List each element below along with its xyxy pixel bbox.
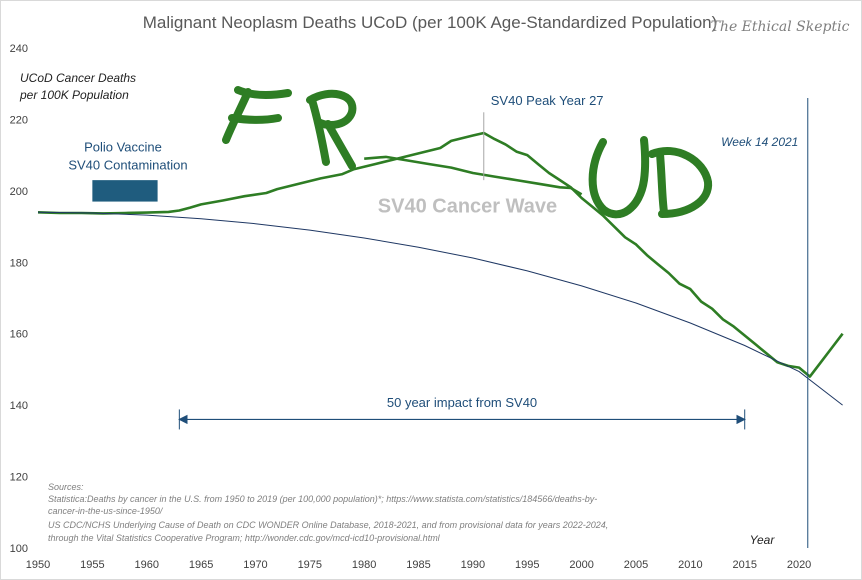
x-tick-label: 2010 xyxy=(678,559,702,571)
y-tick-label: 200 xyxy=(10,186,28,198)
x-axis-label: Year xyxy=(750,533,776,547)
x-tick-label: 1955 xyxy=(80,559,104,571)
polio-vaccine-box xyxy=(92,180,158,202)
handwritten-d-stem xyxy=(656,150,668,216)
x-tick-label: 1970 xyxy=(243,559,267,571)
handwritten-r-leg xyxy=(324,120,356,170)
x-tick-label: 2020 xyxy=(787,559,811,571)
x-tick-label: 1975 xyxy=(298,559,322,571)
sources-line-3: cancer-in-the-us-since-1950/ xyxy=(48,506,164,516)
x-tick-label: 2000 xyxy=(569,559,593,571)
polio-annotation-line-2: SV40 Contamination xyxy=(68,157,187,172)
y-axis-label-line-1: UCoD Cancer Deaths xyxy=(20,71,136,85)
handwritten-fr xyxy=(222,86,357,170)
x-tick-label: 1965 xyxy=(189,559,213,571)
chart-title: Malignant Neoplasm Deaths UCoD (per 100K… xyxy=(143,13,718,32)
x-tick-label: 1990 xyxy=(461,559,485,571)
x-tick-label: 1950 xyxy=(26,559,50,571)
annotation-layer xyxy=(92,98,809,548)
polio-annotation-line-1: Polio Vaccine xyxy=(84,140,162,155)
y-axis-label-line-2: per 100K Population xyxy=(19,88,129,102)
impact-annotation: 50 year impact from SV40 xyxy=(387,395,537,410)
handwritten-r-stem xyxy=(308,96,330,166)
sources-line-4: US CDC/NCHS Underlying Cause of Death on… xyxy=(48,520,608,530)
handwritten-f-top xyxy=(234,86,292,99)
y-tick-label: 220 xyxy=(10,114,28,126)
x-tick-label: 1995 xyxy=(515,559,539,571)
handwritten-u xyxy=(588,136,650,219)
baseline-series-line xyxy=(37,211,843,406)
y-tick-label: 160 xyxy=(10,329,28,341)
y-tick-label: 180 xyxy=(10,257,28,269)
handwritten-ud xyxy=(588,136,713,219)
week-annotation: Week 14 2021 xyxy=(721,135,798,149)
x-tick-label: 2005 xyxy=(624,559,648,571)
x-tick-label: 1960 xyxy=(134,559,158,571)
sources-line-5: through the Vital Statistics Cooperative… xyxy=(48,533,441,543)
y-tick-label: 240 xyxy=(10,43,28,55)
handwritten-f-bar xyxy=(228,114,282,124)
sv40-wave-label: SV40 Cancer Wave xyxy=(378,195,557,217)
sources-line-2: Statistica:Deaths by cancer in the U.S. … xyxy=(48,494,597,504)
handwritten-d-bowl xyxy=(648,146,713,218)
x-tick-label: 2015 xyxy=(732,559,756,571)
watermark-text: The Ethical Skeptic xyxy=(711,19,850,35)
x-axis-ticks: 1950 1955 1960 1965 1970 1975 1980 1985 1990 1995… xyxy=(26,559,812,571)
actual-series-line xyxy=(37,131,844,378)
y-tick-label: 140 xyxy=(10,400,28,412)
x-tick-label: 1980 xyxy=(352,559,376,571)
y-tick-label: 120 xyxy=(10,472,28,484)
y-tick-label: 100 xyxy=(10,543,28,555)
peak-annotation: SV40 Peak Year 27 xyxy=(491,93,604,108)
sources-line-1: Sources: xyxy=(48,482,84,492)
x-tick-label: 1985 xyxy=(406,559,430,571)
handwriting-overlay xyxy=(222,86,713,219)
y-axis-ticks: 100 120 140 160 180 200 220 240 xyxy=(10,43,28,555)
